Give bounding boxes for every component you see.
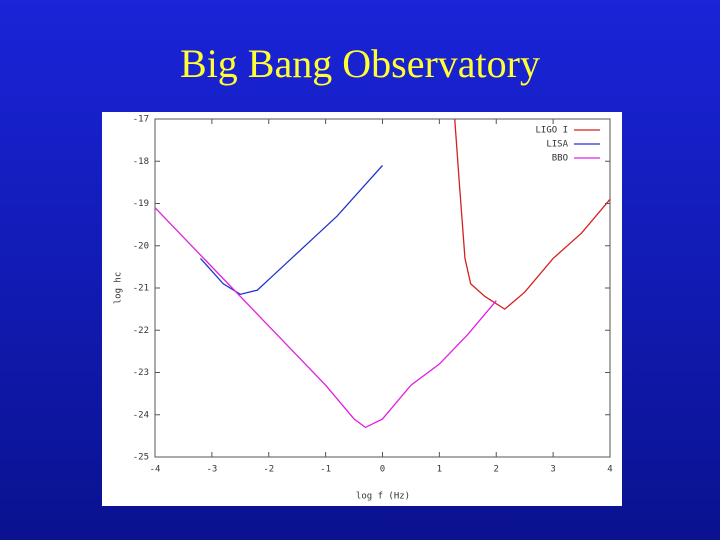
y-axis-label: log hc xyxy=(114,272,124,305)
x-tick-label: -1 xyxy=(320,465,331,475)
x-tick-label: 2 xyxy=(494,465,499,475)
y-tick-label: -18 xyxy=(133,157,149,167)
y-tick-label: -20 xyxy=(133,241,149,251)
y-tick-label: -19 xyxy=(133,199,149,209)
y-tick-label: -21 xyxy=(133,284,149,294)
y-tick-label: -23 xyxy=(133,368,149,378)
x-tick-label: -4 xyxy=(150,465,161,475)
legend-label: LISA xyxy=(546,140,568,150)
x-tick-label: 0 xyxy=(380,465,385,475)
data-line xyxy=(154,207,497,429)
slide-title: Big Bang Observatory xyxy=(180,41,540,86)
data-line xyxy=(200,165,383,296)
x-tick-label: -3 xyxy=(206,465,217,475)
chart-panel xyxy=(102,112,622,506)
x-tick-label: -2 xyxy=(263,465,274,475)
y-tick-label: -17 xyxy=(133,115,149,125)
x-tick-label: 3 xyxy=(550,465,555,475)
x-axis-label: log f (Hz) xyxy=(356,492,410,502)
legend-label: LIGO I xyxy=(535,126,568,136)
y-tick-label: -22 xyxy=(133,326,149,336)
x-tick-label: 4 xyxy=(607,465,612,475)
x-tick-label: 1 xyxy=(437,465,442,475)
legend-label: BBO xyxy=(552,154,568,164)
y-tick-label: -25 xyxy=(133,453,149,463)
y-tick-label: -24 xyxy=(133,410,149,420)
